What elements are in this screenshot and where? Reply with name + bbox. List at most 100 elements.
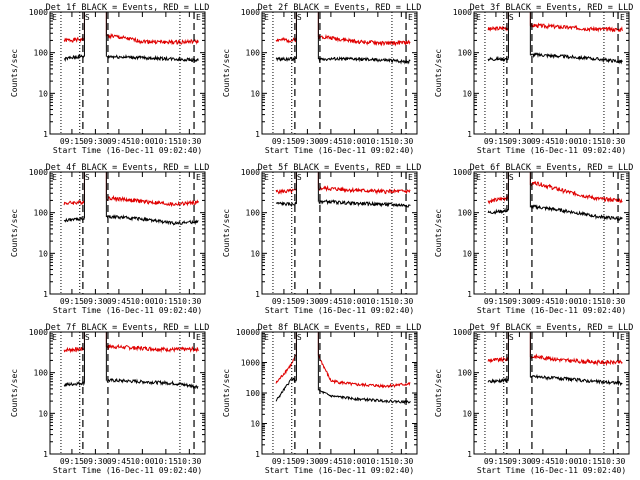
plot-frame (473, 331, 630, 455)
panel-title: Det 6f BLACK = Events, RED = LLD (470, 163, 634, 173)
x-tick-label: 09:45 (319, 137, 343, 146)
y-tick-label: 100 (246, 49, 261, 58)
lld-series-line (530, 181, 623, 204)
marker-label-e: E (264, 173, 269, 182)
y-axis-label: Counts/sec (434, 209, 443, 257)
lld-series-line (63, 199, 85, 206)
marker-label-s: S (509, 173, 514, 182)
marker-label-e: E (52, 13, 57, 22)
x-tick-label: 09:15 (484, 137, 508, 146)
y-tick-label: 100 (34, 369, 49, 378)
x-tick-label: 09:45 (107, 457, 131, 466)
marker-label-s: S (509, 13, 514, 22)
marker-label-e: E (476, 333, 481, 342)
plot-frame (49, 11, 206, 135)
x-tick-label: 10:30 (177, 137, 201, 146)
marker-label-e: E (408, 13, 413, 22)
marker-label-s: S (297, 173, 302, 182)
y-tick-label: 1000 (241, 359, 260, 368)
y-tick-label: 10 (250, 249, 260, 258)
lld-series-line (275, 36, 297, 44)
y-axis-label: Counts/sec (434, 49, 443, 97)
x-axis-label: Start Time (16-Dec-11 09:02:40) (477, 146, 626, 155)
x-tick-label: 10:30 (389, 457, 413, 466)
events-series-line (318, 388, 411, 405)
x-tick-label: 10:30 (177, 297, 201, 306)
y-tick-label: 10000 (236, 328, 260, 337)
marker-label-s: S (85, 13, 90, 22)
marker-label-e: E (196, 173, 201, 182)
x-tick-label: 09:30 (295, 457, 319, 466)
lld-series-line (106, 343, 199, 353)
y-tick-label: 100 (34, 49, 49, 58)
y-tick-label: 1000 (29, 328, 48, 337)
x-axis-label: Start Time (16-Dec-11 09:02:40) (265, 466, 414, 475)
y-tick-label: 100 (246, 209, 261, 218)
events-series-line (275, 56, 297, 63)
x-tick-label: 10:15 (366, 137, 390, 146)
y-tick-label: 1 (467, 450, 472, 459)
marker-label-e: E (620, 333, 625, 342)
plot-frame (261, 11, 418, 135)
plot-frame (473, 171, 630, 295)
x-tick-label: 10:30 (389, 137, 413, 146)
x-tick-label: 09:30 (83, 457, 107, 466)
events-series-line (63, 216, 85, 223)
x-tick-label: 09:30 (507, 457, 531, 466)
lld-series-line (487, 25, 509, 32)
marker-label-e: E (408, 333, 413, 342)
panel-title: Det 3f BLACK = Events, RED = LLD (470, 3, 634, 13)
lld-series-line (275, 188, 297, 195)
y-axis-label: Counts/sec (10, 49, 19, 97)
lld-series-line (530, 353, 623, 367)
y-tick-label: 1 (255, 130, 260, 139)
y-tick-label: 1 (43, 290, 48, 299)
plot-frame (49, 171, 206, 295)
y-tick-label: 100 (458, 49, 473, 58)
y-tick-label: 1000 (453, 328, 472, 337)
x-tick-label: 10:30 (601, 137, 625, 146)
y-tick-label: 1 (255, 290, 260, 299)
events-series-line (106, 377, 199, 390)
marker-label-e: E (52, 333, 57, 342)
y-tick-label: 10 (462, 409, 472, 418)
y-tick-label: 10 (38, 409, 48, 418)
x-axis-label: Start Time (16-Dec-11 09:02:40) (53, 466, 202, 475)
y-tick-label: 1 (43, 130, 48, 139)
panel-title: Det 9f BLACK = Events, RED = LLD (470, 323, 634, 333)
x-tick-label: 10:15 (578, 137, 602, 146)
y-tick-label: 1000 (241, 8, 260, 17)
y-axis-label: Counts/sec (222, 209, 231, 257)
y-tick-label: 10 (250, 420, 260, 429)
x-tick-label: 09:45 (107, 137, 131, 146)
y-tick-label: 1 (467, 290, 472, 299)
events-series-line (487, 377, 509, 384)
y-tick-label: 10 (250, 89, 260, 98)
x-tick-label: 09:45 (531, 137, 555, 146)
y-tick-label: 1 (467, 130, 472, 139)
x-tick-label: 10:15 (154, 137, 178, 146)
x-tick-label: 09:45 (531, 457, 555, 466)
events-series-line (63, 380, 85, 388)
marker-label-e: E (52, 173, 57, 182)
x-tick-label: 10:00 (342, 137, 366, 146)
y-tick-label: 1000 (453, 168, 472, 177)
y-tick-label: 1000 (29, 168, 48, 177)
x-tick-label: 10:00 (554, 297, 578, 306)
marker-label-e: E (264, 333, 269, 342)
panel-title: Det 4f BLACK = Events, RED = LLD (46, 163, 210, 173)
y-axis-label: Counts/sec (10, 369, 19, 417)
lld-series-line (318, 33, 411, 47)
x-tick-label: 09:15 (272, 297, 296, 306)
lld-series-line (275, 354, 297, 384)
lld-series-line (106, 194, 199, 208)
x-tick-label: 10:30 (601, 297, 625, 306)
y-axis-label: Counts/sec (10, 209, 19, 257)
y-tick-label: 10 (38, 249, 48, 258)
x-tick-label: 09:15 (272, 137, 296, 146)
